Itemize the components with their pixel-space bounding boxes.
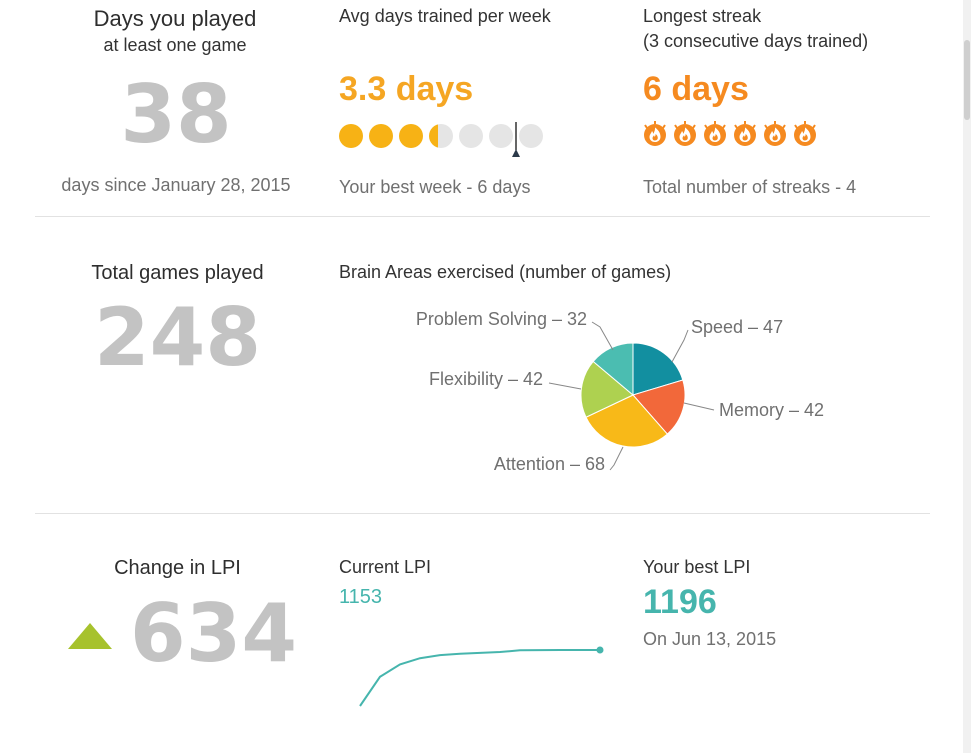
streak-footnote: Total number of streaks - 4	[643, 177, 857, 197]
avg-days-title: Avg days trained per week	[339, 6, 551, 26]
flame-icon	[764, 121, 786, 146]
lpi-line-chart	[359, 646, 604, 707]
pie-label-attention: Attention – 68	[494, 454, 605, 474]
scrollbar-thumb[interactable]	[964, 40, 970, 120]
pie-slice-flexibility[interactable]	[580, 360, 634, 418]
flame-icon	[704, 121, 726, 146]
lpi-change-title: Change in LPI	[114, 557, 241, 579]
week-dot	[399, 124, 423, 148]
avg-days-value: 3.3 days	[339, 70, 474, 108]
days-played-title: Days you played	[93, 6, 257, 31]
best-week-marker-icon	[512, 122, 520, 158]
streak-value: 6 days	[643, 70, 749, 108]
pie-leader-line	[548, 382, 582, 390]
flame-icon	[794, 121, 816, 146]
week-dot	[339, 124, 363, 148]
pie-label-problem-solving: Problem Solving – 32	[416, 309, 587, 329]
week-dot	[459, 124, 483, 148]
flame-icon	[734, 121, 756, 146]
lpi-change-value: 634	[130, 587, 297, 680]
total-games-title: Total games played	[91, 262, 264, 284]
avg-days-footnote: Your best week - 6 days	[339, 177, 531, 197]
pie-leader-line	[609, 446, 624, 471]
days-played-value: 38	[120, 68, 232, 161]
pie-label-memory: Memory – 42	[719, 400, 824, 420]
pie-slice-problem-solving[interactable]	[592, 342, 634, 397]
days-played-footnote: days since January 28, 2015	[61, 175, 291, 195]
up-triangle-icon	[68, 623, 112, 654]
week-dot	[519, 124, 543, 148]
pie-leader-line	[591, 321, 614, 351]
pie-leader-line	[671, 329, 689, 363]
divider-2	[35, 513, 930, 514]
week-dot	[429, 124, 453, 148]
pie-label-flexibility: Flexibility – 42	[429, 369, 543, 389]
pie-slice-memory[interactable]	[632, 379, 686, 435]
brain-areas-title: Brain Areas exercised (number of games)	[339, 262, 672, 282]
current-lpi-value: 1153	[339, 586, 383, 608]
flame-icon	[644, 121, 666, 146]
pie-label-speed: Speed – 47	[691, 317, 783, 337]
best-lpi-title: Your best LPI	[643, 557, 751, 577]
streak-subtitle: (3 consecutive days trained)	[643, 31, 869, 51]
avg-days-dots	[339, 124, 543, 148]
streak-flames	[643, 121, 817, 147]
pie-leader-line	[683, 402, 715, 411]
week-dot	[369, 124, 393, 148]
days-played-subtitle: at least one game	[103, 35, 247, 55]
lpi-line-endpoint	[596, 646, 604, 654]
current-lpi-title: Current LPI	[339, 557, 432, 577]
lpi-line	[359, 649, 600, 707]
week-dot	[489, 124, 513, 148]
best-lpi-value: 1196	[643, 583, 717, 621]
pie-slice-speed[interactable]	[632, 342, 684, 396]
total-games-value: 248	[94, 291, 261, 384]
divider-1	[35, 216, 930, 217]
scrollbar[interactable]	[963, 0, 971, 753]
best-lpi-date: On Jun 13, 2015	[643, 629, 777, 649]
streak-title: Longest streak	[643, 6, 762, 26]
flame-icon	[674, 121, 696, 146]
brain-areas-pie-chart: Speed – 47 Memory – 42 Attention – 68 Flexi…	[416, 309, 824, 474]
